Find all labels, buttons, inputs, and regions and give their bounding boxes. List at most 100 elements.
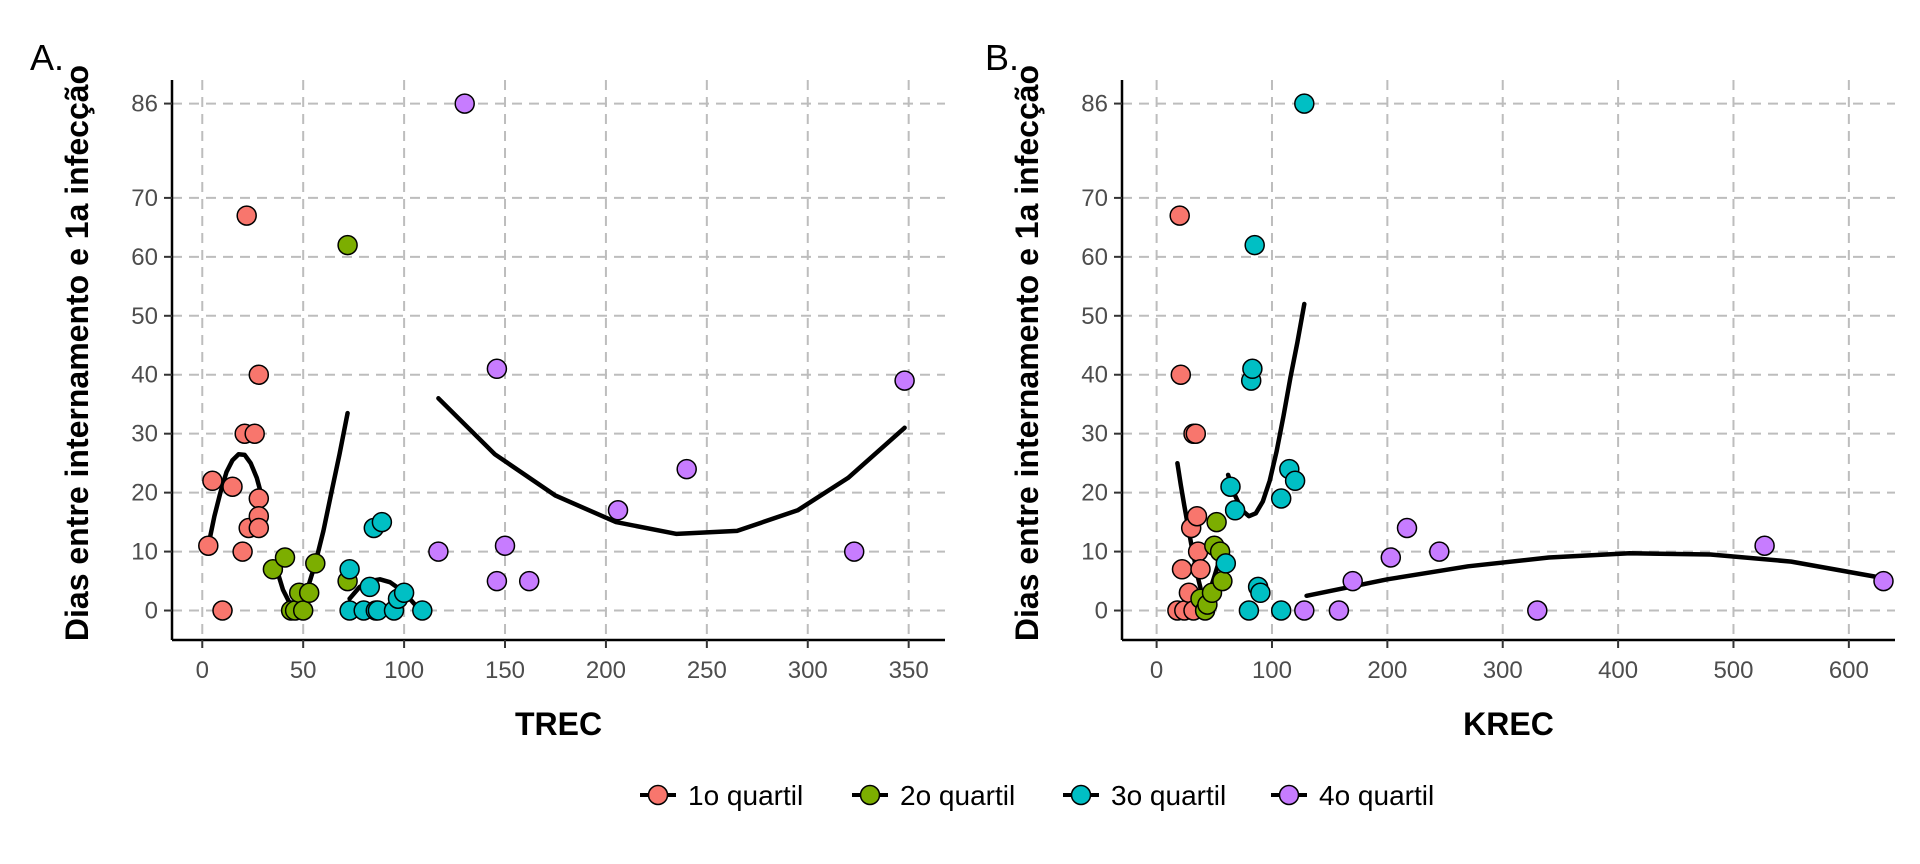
legend-item-label-4: 4o quartil [1319,780,1434,811]
panel-b-x-tick-label: 600 [1829,657,1869,684]
panel-a-y-tick-label: 20 [131,480,158,507]
panel-a-y-tick-label: 30 [131,421,158,448]
panel-a-x-tick-label: 100 [384,657,424,684]
panel-a-y-tick-label: 40 [131,362,158,389]
legend-key-point-1 [647,784,669,806]
panel-a-point-1 [236,205,257,226]
panel-a-x-tick-label: 350 [889,657,929,684]
panel-b-point-4 [1429,541,1450,562]
panel-b-y-tick-label: 20 [1081,480,1108,507]
panel-a-x-tick-label: 0 [196,657,209,684]
panel-a-x-tick-label: 250 [687,657,727,684]
panel-a-point-1 [202,470,223,492]
panel-b-point-1 [1170,364,1192,385]
panel-a-point-1 [248,364,270,385]
panel-a-point-3 [412,600,433,621]
panel-a-y-axis-title: Dias entre internamento e 1a infecção [59,65,95,641]
panel-b-point-3 [1270,600,1292,621]
panel-b-point-4 [1754,535,1775,556]
panel-a-point-2 [337,234,358,256]
panel-b-y-axis-title: Dias entre internamento e 1a infecção [1009,65,1045,641]
panel-a-point-4 [486,358,508,380]
panel-a-point-2 [305,553,326,574]
panel-b-y-tick-label: 70 [1081,185,1108,212]
panel-a-axes [164,80,945,648]
legend-key-point-4 [1278,784,1300,806]
legend-key-point-2 [859,784,881,806]
panel-b-point-4 [1396,517,1418,539]
panel-a-point-3 [393,582,415,604]
panel-b-x-tick-label: 400 [1598,657,1638,684]
panel-a-x-tick-label: 300 [788,657,828,684]
panel-b-point-3 [1294,93,1315,114]
panel-a-x-tick-label: 200 [586,657,626,684]
panel-a-y-tick-label: 86 [131,91,158,118]
panel-b-grid [1122,80,1895,640]
panel-b-point-4 [1873,570,1894,592]
panel-a-point-1 [198,535,219,556]
panel-b-point-3 [1215,553,1237,574]
panel-b-x-axis-title: KREC [1463,706,1554,742]
panel-b-point-4 [1342,570,1363,592]
panel-b-point-1 [1190,559,1211,580]
panel-b-point-3 [1250,582,1271,604]
panel-b-point-3 [1238,600,1260,621]
panel-a-y-tick-label: 50 [131,303,158,330]
panel-b-tick-labels: 0 100 200 300 400 500 600 0 10 20 30 40 50 60 70 86 [1081,91,1869,684]
panel-a-x-tick-label: 50 [290,657,317,684]
panel-a-point-3 [359,576,381,598]
panel-a-y-tick-label: 60 [131,244,158,271]
panel-b-point-4 [1527,600,1548,621]
panel-a-x-tick-label: 150 [485,657,525,684]
panel-a-point-4 [428,541,449,562]
legend-item-label-2: 2o quartil [900,780,1015,811]
panel-a-y-tick-label: 0 [145,598,158,625]
panel-b-x-tick-label: 500 [1713,657,1753,684]
panel-b-y-tick-label: 60 [1081,244,1108,271]
panel-b-point-1 [1185,423,1207,444]
panel-a-point-4 [486,570,508,592]
panel-a-y-tick-label: 10 [131,539,158,566]
panel-b-y-tick-label: 86 [1081,91,1108,118]
panel-b-point-3 [1244,234,1265,256]
panel-a-fit-line-2 [272,410,350,609]
panel-b-x-tick-label: 100 [1252,657,1292,684]
panel-a-point-4 [894,370,915,391]
panel-a-points [198,93,915,621]
panel-b-point-3 [1284,470,1306,492]
panel-a-grid [172,80,945,640]
panel-a-point-1 [244,423,265,444]
panel-b-point-1 [1186,505,1208,527]
panel-b-x-tick-label: 300 [1483,657,1523,684]
panel-a: 0 50 100 150 200 250 300 350 0 10 20 30 40 50 60 70 86 A… [30,37,945,742]
panel-b-point-4 [1328,600,1350,621]
panel-b-point-1 [1171,559,1193,580]
panel-a-point-4 [676,458,697,480]
legend-key-point-3 [1070,784,1092,806]
panel-a-point-1 [232,541,253,562]
panel-b-point-3 [1270,488,1292,509]
panel-b-axes [1114,80,1895,648]
panel-a-point-3 [371,511,393,533]
panel-a-point-2 [292,600,314,621]
panel-a-point-1 [248,517,270,539]
panel-a-x-axis-title: TREC [515,706,602,742]
panel-b-fit-line-4 [1304,551,1886,599]
panel-a-point-1 [212,600,233,621]
panel-a-point-2 [298,582,320,604]
legend: 1o quartil 2o quartil 3o quartil 4o quartil [640,780,1434,811]
panel-a-point-4 [843,541,865,562]
panel-a-point-1 [222,476,243,497]
panel-b-point-3 [1242,358,1263,380]
panel-a-point-2 [274,547,296,568]
panel-a-y-tick-label: 70 [131,185,158,212]
panel-a-fit-line-4 [436,396,907,537]
panel-b-y-tick-label: 10 [1081,539,1108,566]
legend-item-label-3: 3o quartil [1111,780,1226,811]
panel-b-y-tick-label: 0 [1095,598,1108,625]
panel-b-point-2 [1206,511,1227,533]
panel-a-point-4 [607,500,629,521]
panel-b-y-tick-label: 30 [1081,421,1108,448]
